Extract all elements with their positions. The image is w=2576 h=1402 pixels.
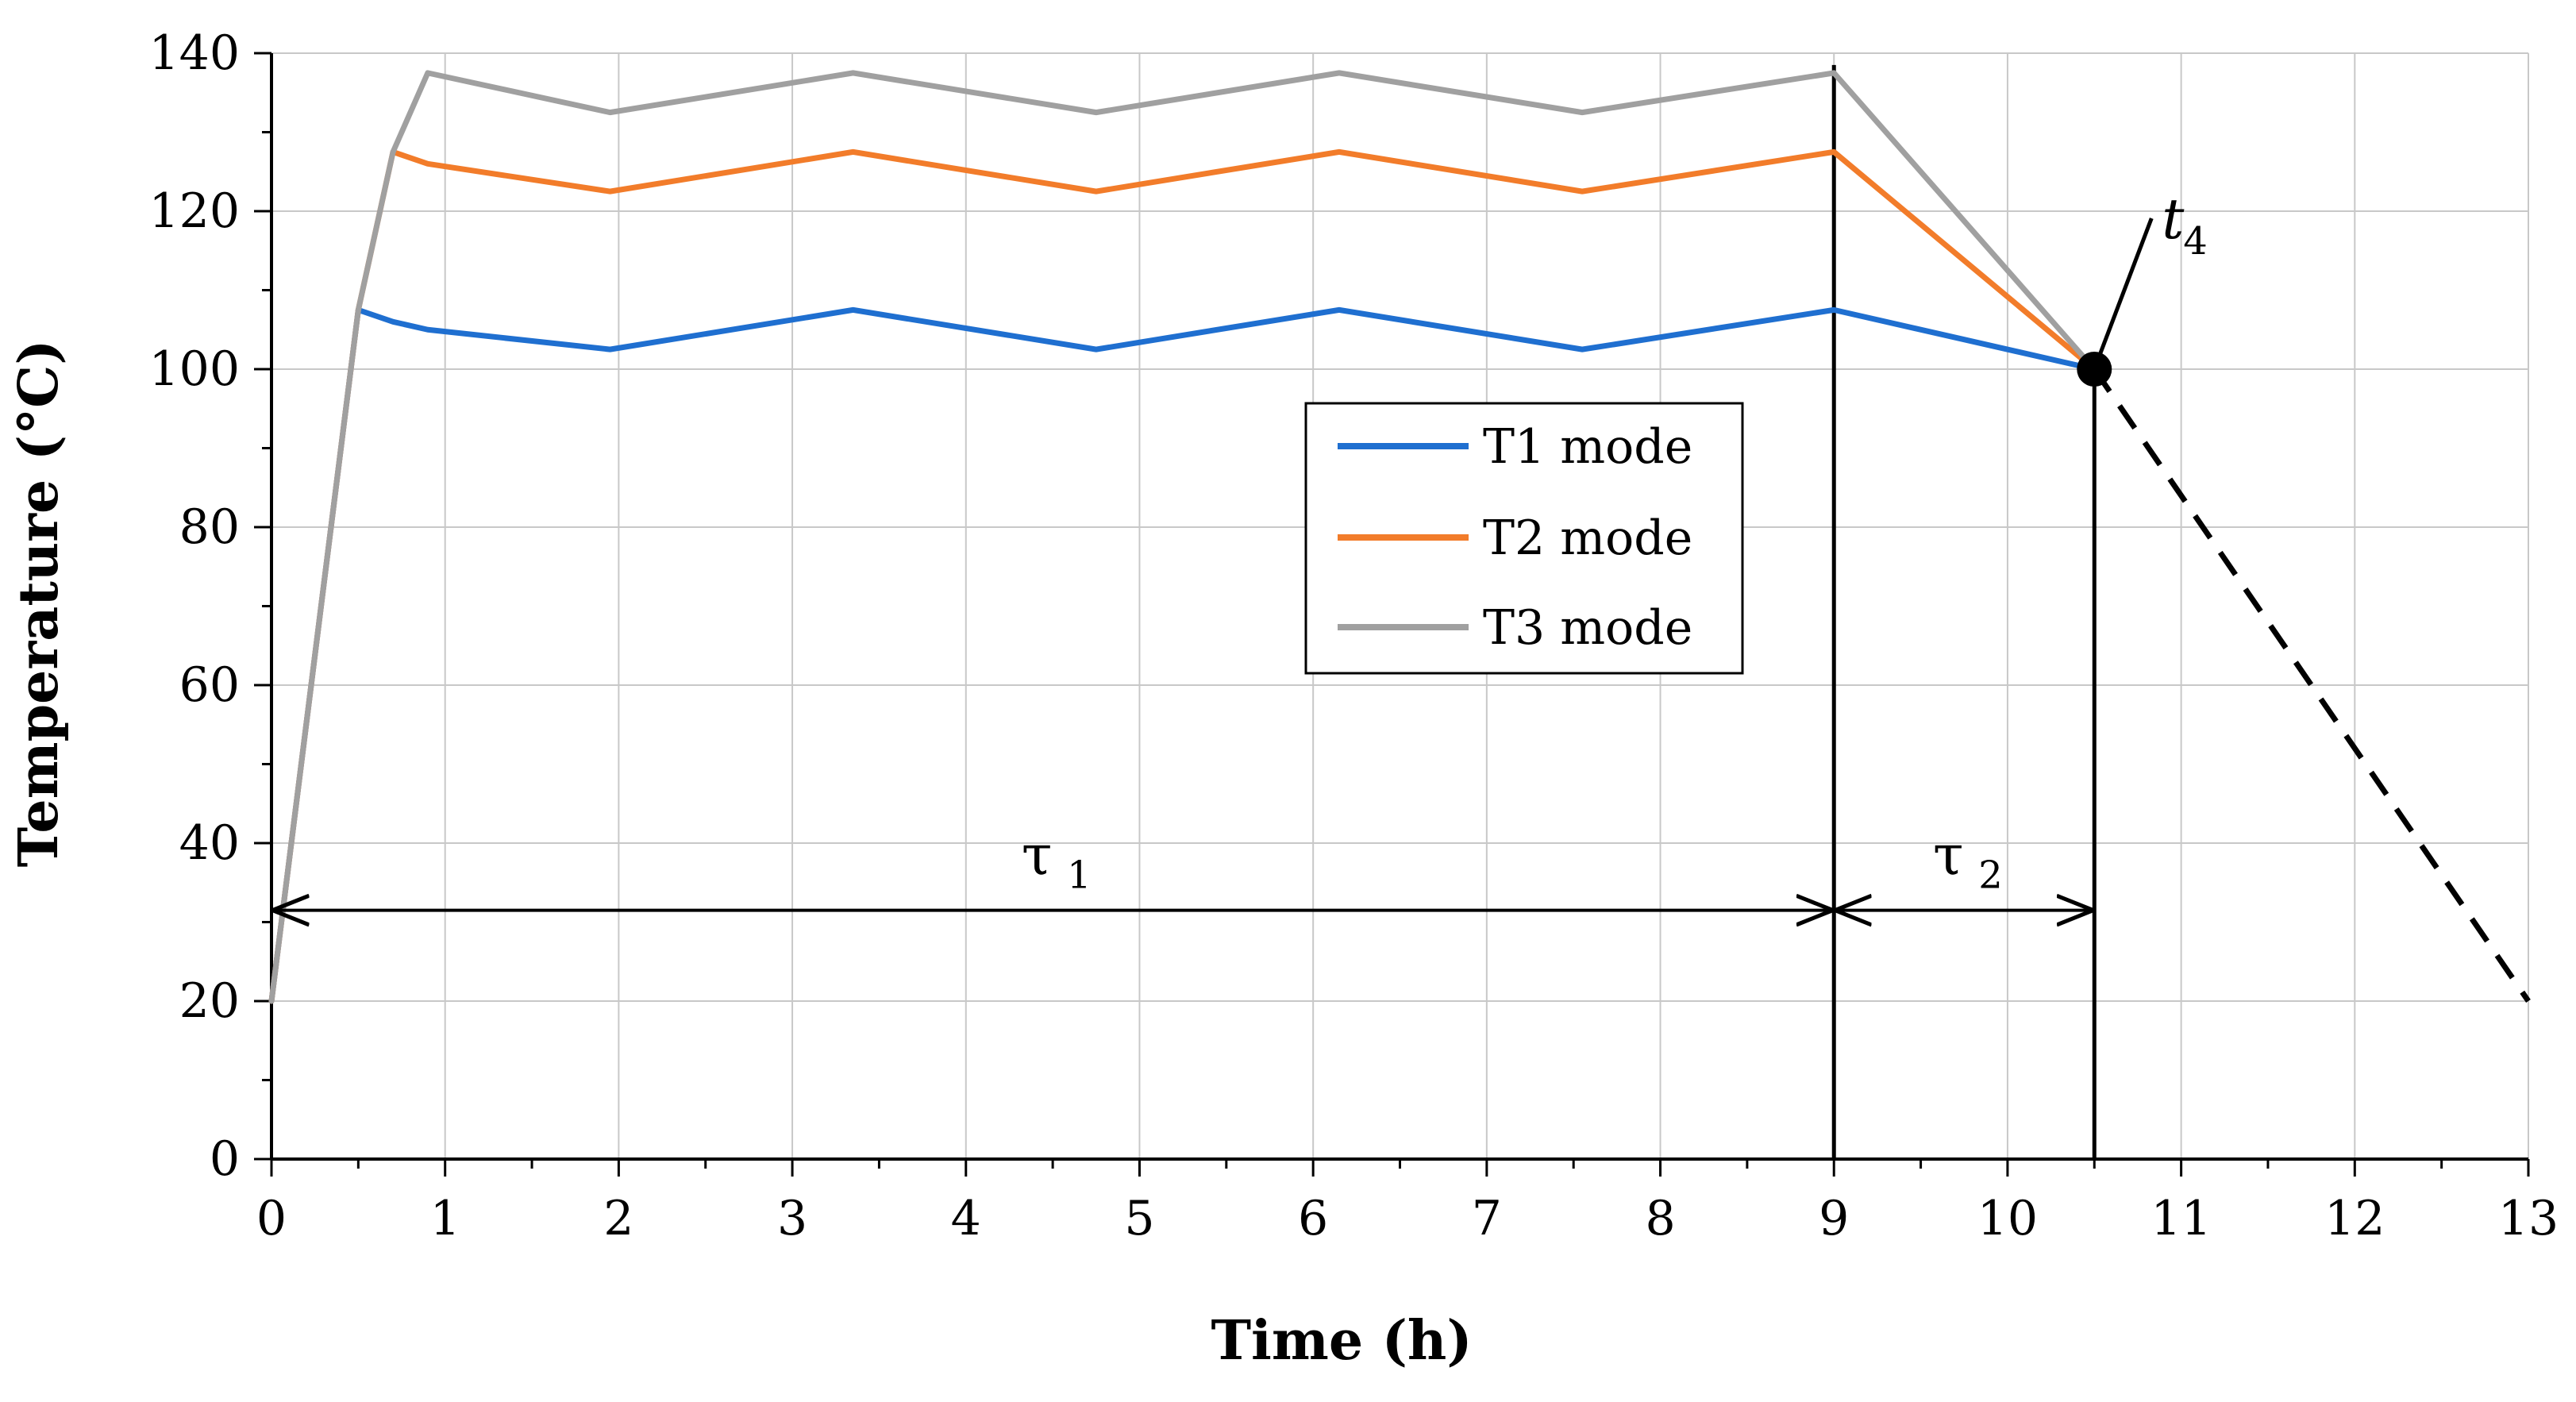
- x-tick-label: 5: [1124, 1191, 1154, 1246]
- y-tick-label: 20: [179, 973, 240, 1029]
- x-tick-label: 3: [777, 1191, 807, 1246]
- x-tick-label: 1: [430, 1191, 460, 1246]
- t4-leader-line: [2092, 218, 2154, 370]
- series-line-t2: [268, 148, 2097, 1004]
- vertical-markers: [1831, 64, 2097, 1159]
- legend: T1 mode T2 mode T3 mode: [1304, 402, 1744, 675]
- x-tick-label: 8: [1645, 1191, 1675, 1246]
- tau2-subscript: 2: [1978, 853, 2003, 898]
- tau1-subscript: 1: [1067, 853, 1092, 898]
- x-tick-label: 11: [2151, 1191, 2211, 1246]
- y-tick-label: 60: [179, 657, 240, 713]
- x-tick-label: 2: [603, 1191, 633, 1246]
- legend-label-t3: T3 mode: [1483, 600, 1692, 656]
- grid: [271, 52, 2529, 1160]
- x-tick-label: 13: [2498, 1191, 2559, 1246]
- tau1-label: τ: [1022, 823, 1053, 888]
- series-line-t3: [268, 70, 2097, 1004]
- x-tick-label: 12: [2324, 1191, 2385, 1246]
- x-tick-label: 0: [256, 1191, 287, 1246]
- x-ticks: 0 1 2 3 4 5 6 7 8 9 10 11 12 13: [256, 1159, 2559, 1246]
- y-tick-label: 0: [210, 1131, 240, 1187]
- x-tick-label: 4: [951, 1191, 981, 1246]
- t4-point: [2077, 352, 2112, 387]
- tau2-label: τ: [1933, 823, 1964, 888]
- legend-label-t2: T2 mode: [1483, 510, 1692, 566]
- cooling-extrapolation-line: [2092, 368, 2531, 1003]
- series-line-t1: [268, 306, 2097, 1004]
- y-axis-title: Temperature (°C): [7, 340, 71, 868]
- x-axis-title: Time (h): [1211, 1309, 1472, 1373]
- t4-subscript: 4: [2183, 219, 2208, 264]
- x-tick-label: 7: [1472, 1191, 1502, 1246]
- annotations: τ 1 τ 2t4: [276, 187, 2208, 911]
- x-tick-label: 6: [1298, 1191, 1328, 1246]
- t4-label: t: [2162, 187, 2185, 252]
- legend-label-t1: T1 mode: [1483, 419, 1692, 475]
- y-tick-label: 100: [148, 341, 240, 397]
- y-ticks: 0 20 40 60 80 100 120 140: [148, 25, 271, 1187]
- series-lines: [268, 70, 2531, 1004]
- x-tick-label: 9: [1819, 1191, 1849, 1246]
- y-tick-label: 120: [148, 183, 240, 239]
- y-tick-label: 140: [148, 25, 240, 81]
- y-tick-label: 40: [179, 815, 240, 871]
- x-tick-label: 10: [1977, 1191, 2038, 1246]
- y-tick-label: 80: [179, 499, 240, 555]
